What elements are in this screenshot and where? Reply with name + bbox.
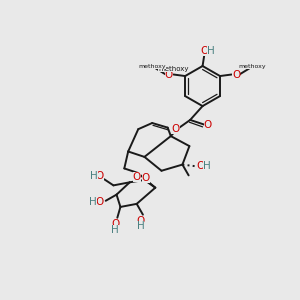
Text: H: H [111,225,119,235]
Text: O: O [142,173,150,184]
Text: O: O [196,161,204,171]
Text: O: O [95,171,104,181]
Text: H: H [137,221,145,231]
Text: methoxy: methoxy [139,64,166,68]
Text: O: O [165,70,173,80]
Text: methoxy: methoxy [239,64,266,68]
Text: H: H [207,46,215,56]
Text: O: O [201,46,209,56]
Text: O: O [111,219,119,229]
Text: O: O [133,172,141,182]
Text: H: H [202,161,210,171]
Text: O: O [171,124,180,134]
Text: H: H [89,196,97,206]
Text: O: O [95,196,104,206]
Text: methoxy: methoxy [158,66,189,72]
Text: O: O [204,120,212,130]
Text: H: H [90,171,98,181]
Text: O: O [232,70,240,80]
Text: O: O [136,216,145,226]
